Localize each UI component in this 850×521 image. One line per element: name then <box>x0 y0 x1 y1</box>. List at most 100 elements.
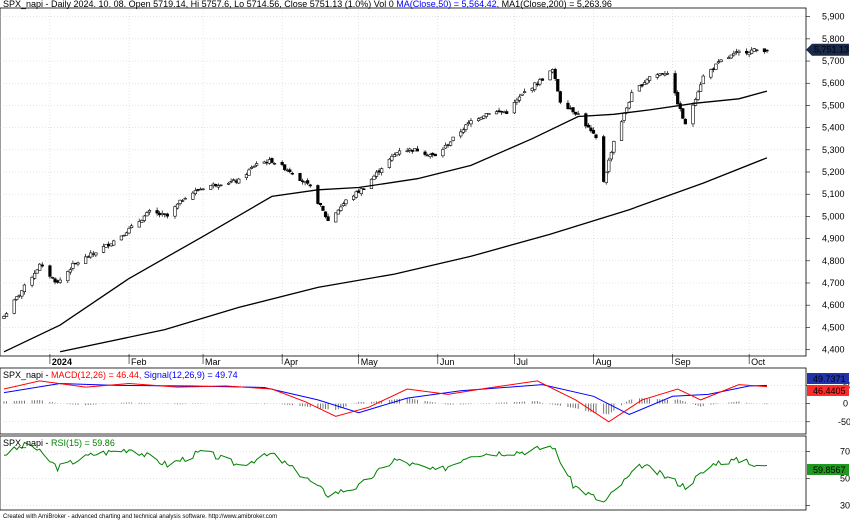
candle <box>359 187 363 197</box>
candle-body <box>727 57 731 60</box>
candle <box>183 196 187 200</box>
candle <box>729 54 733 59</box>
candle-body <box>645 79 649 84</box>
candle-body <box>676 92 680 105</box>
candle <box>30 275 34 288</box>
candle-body <box>673 73 677 94</box>
price-panel-frame <box>0 7 807 357</box>
candle-body <box>762 48 767 52</box>
candle <box>237 177 241 185</box>
candle <box>538 77 542 87</box>
candle-body <box>68 269 72 273</box>
candle-body <box>556 79 560 92</box>
candle-body <box>147 210 152 213</box>
candle-body <box>12 299 16 314</box>
price-tick-label: 4,500 <box>822 322 845 332</box>
candle-body <box>341 203 345 207</box>
candle-body <box>321 205 325 211</box>
candle-body <box>395 152 399 156</box>
candle <box>280 160 284 167</box>
candle-body <box>505 111 509 114</box>
candle <box>433 153 437 157</box>
candle <box>750 47 754 55</box>
candle-body <box>619 121 624 141</box>
candle <box>369 178 374 189</box>
candle-body <box>714 63 718 70</box>
candle-body <box>73 262 78 265</box>
candle-body <box>642 82 647 86</box>
candle <box>522 88 527 94</box>
candle <box>247 168 251 176</box>
candle <box>716 59 721 65</box>
candle-body <box>533 82 537 90</box>
candle <box>755 48 759 53</box>
candle <box>744 48 749 56</box>
candle-body <box>612 140 616 153</box>
candle-body <box>308 184 312 187</box>
candle-body <box>538 79 542 85</box>
month-label: Apr <box>284 357 298 367</box>
candle-body <box>441 149 445 157</box>
candle-body <box>551 69 555 73</box>
candle-body <box>127 228 131 234</box>
candle-body <box>522 91 527 93</box>
candle <box>683 118 687 125</box>
candle <box>699 81 703 92</box>
candle <box>637 84 642 92</box>
candle <box>165 212 169 219</box>
ma50-line <box>3 90 768 353</box>
price-tick-label: 4,400 <box>822 345 845 355</box>
candle <box>548 70 552 81</box>
candle-body <box>160 213 164 215</box>
candle <box>604 171 608 185</box>
candle <box>226 181 231 185</box>
footer-credit: Created with AmiBroker - advanced charti… <box>3 514 277 520</box>
candle-body <box>71 263 75 269</box>
rsi-tick-label: 70 <box>840 446 850 456</box>
candle <box>232 178 236 181</box>
candle-body <box>426 154 430 157</box>
candle <box>175 202 180 210</box>
candle-body <box>272 163 277 165</box>
candle-body <box>290 173 294 175</box>
candle-body <box>515 99 519 103</box>
candle-body <box>390 155 394 161</box>
candle <box>648 76 652 83</box>
candle-body <box>201 188 205 190</box>
candle <box>397 147 402 157</box>
candle <box>283 164 287 172</box>
candle-body <box>285 169 289 172</box>
candle <box>627 101 631 110</box>
candle <box>487 112 491 116</box>
candle-body <box>58 279 62 283</box>
candle <box>66 270 70 284</box>
candle-body <box>640 84 644 87</box>
rsi-value-text: 59.8567 <box>813 465 846 475</box>
candle-body <box>326 216 330 222</box>
candle <box>300 178 305 185</box>
candle-body <box>729 54 733 59</box>
candle-body <box>392 154 397 158</box>
candle-body <box>655 74 659 78</box>
candle-body <box>512 102 516 114</box>
candle-body <box>423 151 427 155</box>
candle <box>306 178 310 186</box>
candle <box>405 147 409 153</box>
candle <box>290 171 294 176</box>
candle-body <box>318 202 323 206</box>
candle-body <box>265 161 269 164</box>
candle-body <box>196 189 200 191</box>
price-tick-label: 4,900 <box>822 234 845 244</box>
price-tick-label: 4,800 <box>822 256 845 266</box>
candle-body <box>648 76 652 81</box>
candle <box>533 82 537 92</box>
candle <box>339 204 343 213</box>
candle-body <box>747 52 751 55</box>
candle <box>574 111 578 116</box>
macd-header-prefix: SPX_napi - <box>3 370 51 380</box>
candle <box>752 47 756 52</box>
candle <box>48 264 52 279</box>
candle-body <box>497 110 501 112</box>
candle <box>354 190 358 199</box>
